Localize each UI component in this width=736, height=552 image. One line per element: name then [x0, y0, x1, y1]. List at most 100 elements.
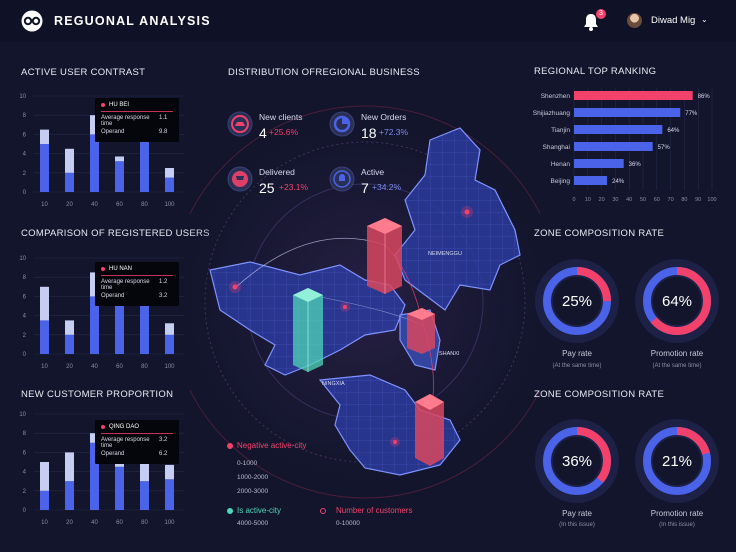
y-tick-label: 6 — [23, 450, 27, 456]
donut-label: Promotion rate — [650, 509, 704, 518]
bar-segment-primary — [115, 296, 124, 354]
category-label: Shenzhen — [541, 93, 571, 100]
bar-3d-south — [415, 394, 444, 466]
bar-segment-secondary — [65, 452, 74, 482]
category-label: Beijing — [550, 178, 570, 185]
value-label: 24% — [612, 179, 625, 185]
bar-segment-primary — [115, 466, 124, 510]
legend-dot-customers — [320, 508, 326, 514]
notification-bell-icon[interactable] — [582, 12, 600, 32]
x-tick-label: 60 — [116, 202, 123, 208]
outer-ring — [190, 105, 540, 499]
avatar[interactable] — [627, 13, 642, 28]
donut-percentage: 64% — [662, 293, 692, 310]
tooltip-qingdao: QING DAO Average response time 3.2 Operan… — [95, 420, 179, 464]
donut-label: Pay rate — [562, 509, 592, 518]
donut-pay-rate-same-time: 25% — [535, 259, 619, 343]
legend-dot-negative — [227, 443, 233, 449]
ranking-bar — [574, 176, 608, 185]
bar-segment-secondary — [165, 323, 174, 335]
ranking-bar — [574, 108, 681, 117]
y-tick-label: 8 — [23, 113, 27, 119]
tooltip-response-label: Average response time — [101, 437, 150, 449]
map-visualization: NEIMENGGU SHANXI NINGXIA — [190, 102, 540, 502]
x-tick-label: 80 — [141, 520, 148, 526]
donut-percentage: 36% — [562, 453, 592, 470]
app-title: REGUONAL ANALYSIS — [54, 14, 211, 28]
value-label: 86% — [698, 94, 711, 100]
car-icon — [227, 111, 253, 137]
bar-segment-primary — [65, 481, 74, 510]
x-tick-label: 80 — [141, 364, 148, 370]
x-tick-label: 20 — [66, 520, 73, 526]
donut-sub: (At the same time) — [552, 363, 602, 369]
bar-segment-secondary — [40, 462, 49, 491]
y-tick-label: 0 — [23, 190, 27, 196]
tooltip-city: HU NAN — [101, 266, 173, 272]
donut-promotion-rate-this-issue: 21% — [635, 419, 719, 503]
x-tick-label: 20 — [599, 197, 605, 203]
legend-dot-active — [227, 508, 233, 514]
y-tick-label: 10 — [19, 94, 26, 100]
registered-users-title: COMPARISON OF REGISTERED USERS — [21, 228, 210, 239]
tooltip-response-value: 1.2 — [159, 279, 168, 285]
category-label: Henan — [551, 161, 571, 168]
tooltip-response-label: Average response time — [101, 115, 150, 127]
bar-segment-secondary — [115, 156, 124, 162]
new-customer-title: NEW CUSTOMER PROPORTION — [21, 389, 174, 400]
x-tick-label: 20 — [66, 202, 73, 208]
tooltip-divider — [101, 433, 173, 434]
map-label-shanxi: SHANXI — [439, 351, 460, 357]
bar-3d-shanxi — [407, 308, 435, 354]
category-label: Shanghai — [543, 144, 570, 151]
category-label: Shijiazhuang — [533, 110, 571, 117]
bar-segment-primary — [140, 134, 149, 192]
region-map — [209, 127, 521, 476]
legend-range: 4000-5000 — [237, 520, 269, 527]
donut-sub: (In this issue) — [659, 522, 695, 528]
donut-percentage: 25% — [562, 293, 592, 310]
bar-segment-secondary — [40, 129, 49, 144]
tooltip-city: QING DAO — [101, 424, 173, 430]
tooltip-operand-value: 6.2 — [159, 451, 168, 457]
donut-segment — [543, 267, 611, 335]
x-tick-label: 10 — [585, 197, 591, 203]
x-tick-label: 60 — [116, 364, 123, 370]
bar-segment-secondary — [165, 464, 174, 480]
ranking-bar — [574, 125, 663, 134]
legend-active-label: Is active-city — [237, 506, 282, 515]
donut-promotion-rate-same-time: 64% — [635, 259, 719, 343]
registered-users-bar-chart: 0 2 4 6 8 10 10 20 40 60 80 100 — [19, 256, 184, 370]
bar-segment-secondary — [140, 462, 149, 482]
stat-label: Active — [361, 167, 385, 177]
y-tick-label: 2 — [23, 171, 27, 177]
tooltip-operand-label: Operand — [101, 129, 125, 135]
user-name[interactable]: Diwad Mig — [651, 15, 696, 26]
map-label-ningxia: NINGXIA — [322, 381, 345, 387]
donut-percentage: 21% — [662, 453, 692, 470]
x-tick-label: 40 — [91, 202, 98, 208]
tooltip-response-value: 3.2 — [159, 437, 168, 443]
x-tick-label: 10 — [41, 520, 48, 526]
x-tick-label: 40 — [91, 364, 98, 370]
cart-icon — [227, 166, 253, 192]
zone-composition-title-1: ZONE COMPOSITION RATE — [534, 228, 665, 239]
bar-segment-primary — [65, 334, 74, 354]
tooltip-response-label: Average response time — [101, 279, 150, 291]
donut-center — [553, 277, 601, 325]
donut-label: Pay rate — [562, 349, 592, 358]
donut-center — [653, 277, 701, 325]
x-tick-label: 30 — [612, 197, 618, 203]
ranking-bar — [574, 159, 624, 168]
bar-segment-primary — [40, 320, 49, 354]
bar-segment-secondary — [90, 272, 99, 297]
x-tick-label: 100 — [164, 520, 175, 526]
donut-sub: (In this issue) — [559, 522, 595, 528]
bar-segment-primary — [90, 442, 99, 510]
bar-segment-primary — [65, 172, 74, 192]
bar-segment-primary — [90, 296, 99, 354]
x-tick-label: 100 — [164, 364, 175, 370]
notification-badge: 3 — [596, 9, 606, 19]
chevron-down-icon[interactable]: ⌄ — [701, 15, 708, 24]
x-tick-label: 100 — [707, 197, 716, 203]
